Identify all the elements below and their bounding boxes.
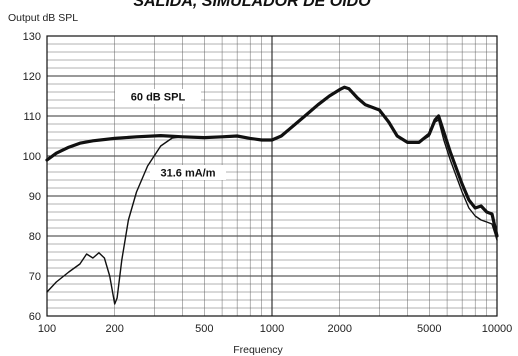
- x-tick-label: 2000: [327, 323, 351, 335]
- x-tick-label: 10000: [482, 323, 513, 335]
- x-tick-label: 500: [195, 323, 213, 335]
- annotation-background: [115, 89, 201, 104]
- y-tick-label: 60: [29, 311, 41, 323]
- annotations: 60 dB SPL 31.6 mA/m: [115, 89, 226, 180]
- y-axis-label: Output dB SPL: [8, 12, 78, 24]
- y-tick-label: 130: [23, 31, 41, 43]
- annotation-label: 31.6 mA/m: [160, 168, 215, 180]
- x-tick-label: 200: [106, 323, 124, 335]
- y-tick-label: 90: [29, 191, 41, 203]
- series-line-2: [46, 86, 498, 305]
- annotation-label: 60 dB SPL: [131, 92, 186, 104]
- x-axis-label: Frequency: [233, 344, 283, 356]
- annotation-background: [150, 165, 226, 180]
- y-tick-label: 70: [29, 271, 41, 283]
- y-tick-label: 80: [29, 231, 41, 243]
- chart-title: SALIDA, SIMULADOR DE OIDO: [133, 0, 371, 10]
- grid-lines: [47, 35, 497, 317]
- x-tick-label: 1000: [260, 323, 284, 335]
- x-tick-label: 5000: [417, 323, 441, 335]
- tick-labels: 60 70 80 90 100 110 120 130 100 200 500 1000 2000 500…: [23, 31, 513, 335]
- plot-frame: [46, 35, 498, 317]
- x-tick-label: 100: [38, 323, 56, 335]
- data-series: [45, 85, 499, 305]
- y-tick-label: 100: [23, 151, 41, 163]
- y-tick-label: 110: [23, 111, 41, 123]
- y-tick-label: 120: [23, 71, 41, 83]
